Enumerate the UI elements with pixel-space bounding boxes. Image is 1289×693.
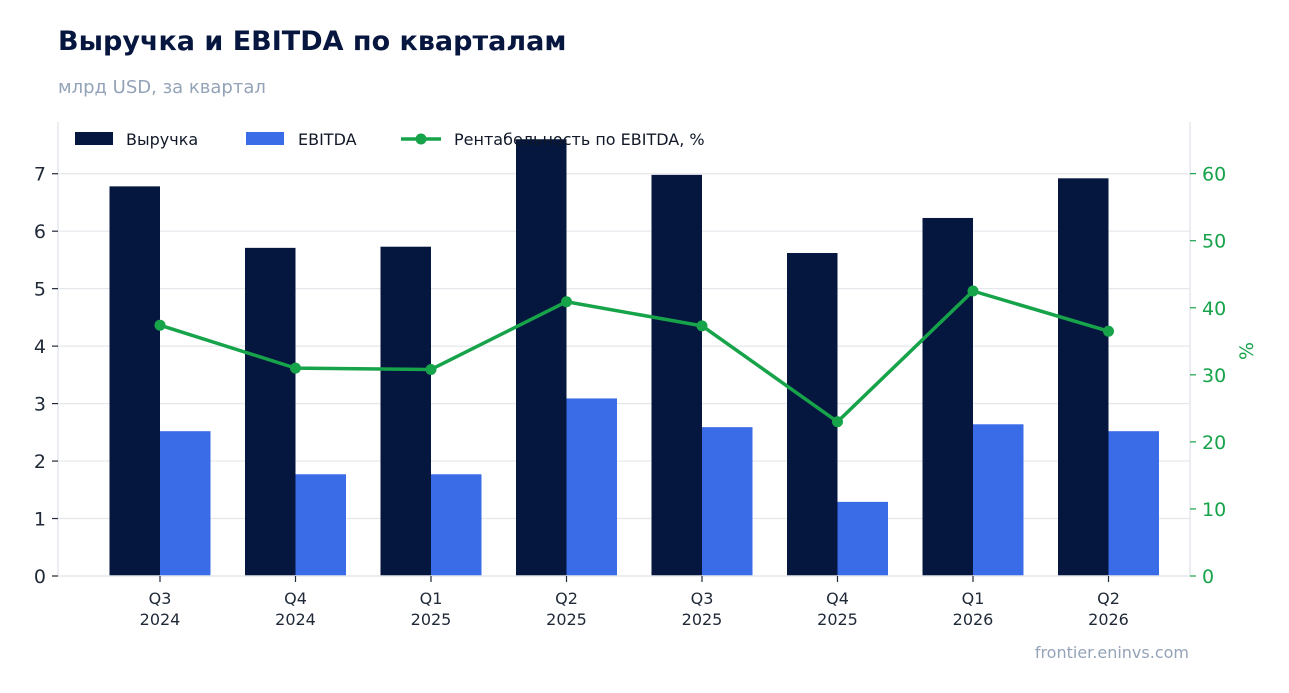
axes [57,122,1191,577]
margin-point [696,320,708,332]
x-tick-label-quarter: Q1 [962,589,985,608]
legend-swatch-revenue [75,132,113,145]
bar-ebitda [160,431,211,576]
x-tick-label-year: 2025 [546,610,587,629]
left-tick-label: 1 [34,509,46,531]
right-axis-label: % [1236,342,1258,360]
x-tick-label-quarter: Q3 [691,589,714,608]
left-tick-label: 6 [34,221,46,243]
bar-revenue [651,174,702,576]
x-tick-label-year: 2024 [275,610,316,629]
x-tick-label-quarter: Q2 [1097,589,1120,608]
right-tick-label: 0 [1202,566,1214,588]
right-tick-label: 20 [1202,432,1226,454]
legend-label-ebitda: EBITDA [298,130,357,149]
margin-point [561,296,572,308]
bar-ebitda [295,474,346,576]
left-tick-label: 0 [34,566,46,588]
legend-swatch-margin-marker [415,133,427,145]
x-tick-label-year: 2025 [411,610,452,629]
chart-subtitle: млрд USD, за квартал [58,77,266,98]
x-tick-label-quarter: Q1 [420,589,443,608]
right-tick-label: 50 [1202,231,1226,253]
left-tick-label: 3 [34,394,46,416]
x-tick-label-year: 2024 [140,610,181,629]
margin-point [425,363,437,375]
x-tick-label-quarter: Q3 [149,589,172,608]
bar-revenue [516,139,567,576]
bar-revenue [380,246,431,576]
right-tick-label: 30 [1202,365,1226,387]
margin-point [832,416,843,428]
x-tick-label-quarter: Q4 [826,589,849,608]
margin-line [154,285,1114,428]
x-tick-label-year: 2026 [953,610,994,629]
x-tick-label-quarter: Q2 [555,589,578,608]
bar-ebitda [1108,431,1159,576]
bar-ebitda [566,398,617,576]
margin-point [967,285,979,297]
bar-ebitda [702,427,753,576]
x-tick-label-year: 2025 [817,610,858,629]
margin-line-path [159,289,1109,424]
right-tick-label: 60 [1202,164,1226,186]
legend-label-revenue: Выручка [126,130,198,149]
x-tick-label-year: 2025 [682,610,723,629]
right-tick-label: 40 [1202,298,1226,320]
legend: Выручка EBITDA Рентабельность по EBITDA,… [75,130,705,149]
tick-labels: 0 1 2 3 4 5 6 7 0 10 20 30 40 50 60 Q3 2024 Q4 2024 Q1 2025 Q… [34,164,1226,629]
left-tick-label: 2 [34,451,46,473]
margin-point [1103,325,1114,337]
chart-title: Выручка и EBITDA по кварталам [58,26,567,57]
source-credit: frontier.eninvs.com [1034,643,1189,662]
left-tick-label: 7 [34,164,46,186]
margin-point [154,319,166,331]
left-tick-label: 4 [34,336,46,358]
bar-ebitda [973,424,1024,576]
legend-swatch-ebitda [246,132,284,145]
right-tick-label: 10 [1202,499,1226,521]
x-tick-label-year: 2026 [1088,610,1129,629]
bar-revenue [922,217,973,576]
bar-revenue [1058,178,1109,577]
margin-point [290,362,301,374]
bars [109,139,1159,577]
x-tick-label-quarter: Q4 [284,589,307,608]
bar-revenue [109,186,160,576]
bar-ebitda [837,501,888,576]
legend-label-margin: Рентабельность по EBITDA, % [454,130,705,149]
left-tick-label: 5 [34,279,46,301]
bar-revenue [245,247,296,576]
bar-ebitda [431,474,482,576]
